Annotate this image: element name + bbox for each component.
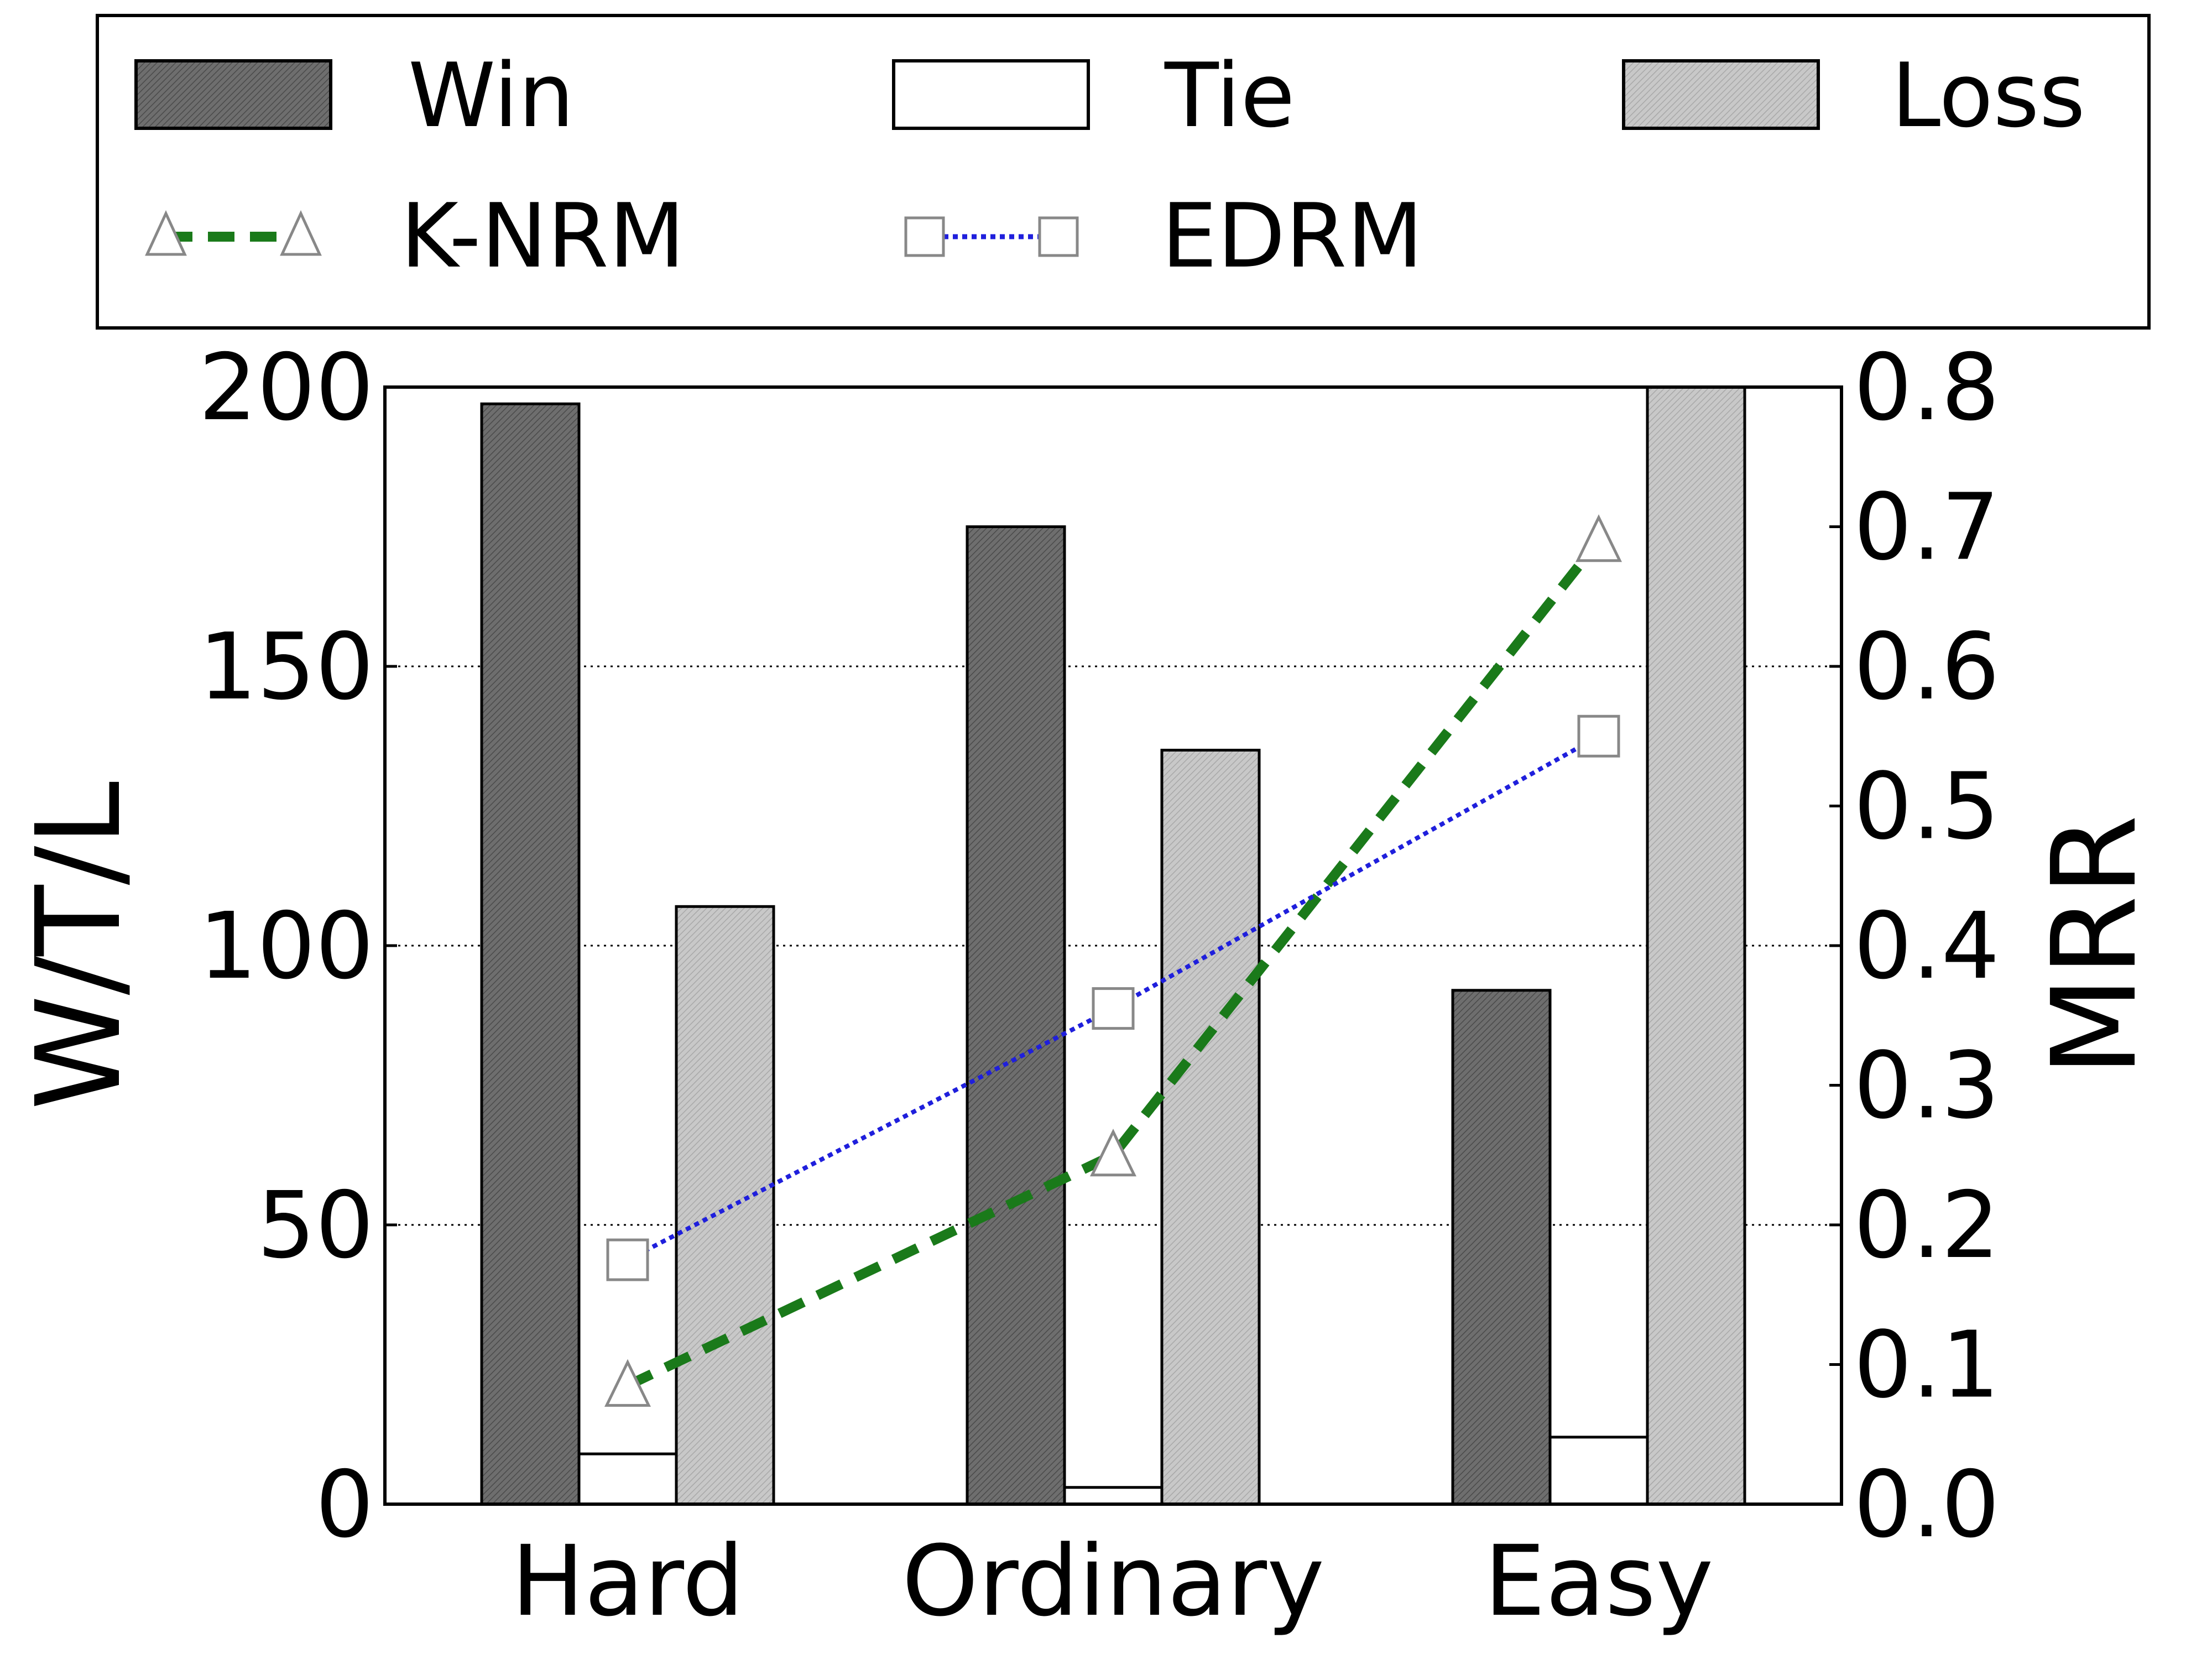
bar-tie: [577, 1452, 678, 1506]
legend-swatch-win: [134, 59, 332, 130]
y2-tick-label: 0.8: [1854, 335, 2000, 441]
plot-frame: [383, 385, 1843, 1506]
y2-tick-label: 0.7: [1854, 474, 2000, 581]
y2-tick-label: 0.4: [1854, 893, 2000, 1000]
y2-tick-label: 0.2: [1854, 1172, 2000, 1279]
y-tick-label: 0: [315, 1452, 374, 1558]
axes: 0 50 100 150 200 0.0 0.1 0.2 0.3 0.4 0.5 0.6 0.7 0.8 H…: [199, 335, 2000, 1638]
bar-loss: [675, 905, 775, 1506]
legend-entry-win: Win: [134, 44, 575, 147]
marker-edrm: [1092, 987, 1135, 1030]
legend-entry-loss: Loss: [1622, 44, 2085, 147]
y2-tick-label: 0.6: [1854, 614, 2000, 721]
marker-k-nrm: [1090, 1129, 1136, 1177]
legend-label-tie: Tie: [1164, 44, 1295, 147]
legend: Win Tie Loss K-NRM EDRM: [96, 14, 2151, 330]
legend-label-knrm: K-NRM: [400, 184, 685, 288]
legend-entry-tie: Tie: [892, 44, 1295, 147]
legend-entry-knrm: K-NRM: [145, 184, 685, 288]
bar-loss: [1160, 749, 1261, 1506]
legend-swatch-loss: [1622, 59, 1820, 130]
y-axis-title: W/T/L: [11, 781, 147, 1110]
x-tick-label: Ordinary: [902, 1525, 1324, 1638]
legend-label-loss: Loss: [1891, 44, 2085, 147]
legend-label-edrm: EDRM: [1161, 184, 1423, 288]
legend-swatch-tie: [892, 59, 1090, 130]
y-tick-label: 150: [199, 614, 374, 721]
y2-tick-label: 0.0: [1854, 1452, 2000, 1558]
y-tick-label: 50: [257, 1172, 374, 1279]
legend-marker-knrm: [280, 210, 322, 256]
x-tick-label: Easy: [1484, 1525, 1714, 1638]
y2-tick-label: 0.5: [1854, 754, 2000, 860]
marker-edrm: [1577, 714, 1620, 758]
marker-k-nrm: [1575, 514, 1622, 562]
bar-win: [480, 402, 581, 1506]
legend-marker-edrm: [1038, 216, 1079, 257]
bars: [480, 385, 1746, 1506]
bar-win: [966, 525, 1066, 1506]
marker-edrm: [606, 1238, 649, 1281]
y-tick-label: 100: [199, 893, 374, 1000]
bar-tie: [1548, 1436, 1649, 1506]
x-tick-label: Hard: [511, 1525, 744, 1638]
legend-marker-knrm: [145, 210, 187, 256]
line-k-nrm: [625, 538, 1603, 1390]
y2-axis-title: MRR: [2027, 815, 2162, 1076]
y2-tick-label: 0.1: [1854, 1312, 2000, 1419]
markers: [604, 514, 1622, 1407]
legend-label-win: Win: [408, 44, 575, 147]
marker-k-nrm: [604, 1359, 651, 1407]
legend-entry-edrm: EDRM: [904, 184, 1423, 288]
bar-win: [1451, 989, 1552, 1506]
y-tick-label: 200: [199, 335, 374, 441]
legend-marker-edrm: [904, 216, 945, 257]
bar-loss: [1646, 385, 1746, 1506]
bar-tie: [1063, 1486, 1164, 1506]
y2-tick-label: 0.3: [1854, 1033, 2000, 1140]
